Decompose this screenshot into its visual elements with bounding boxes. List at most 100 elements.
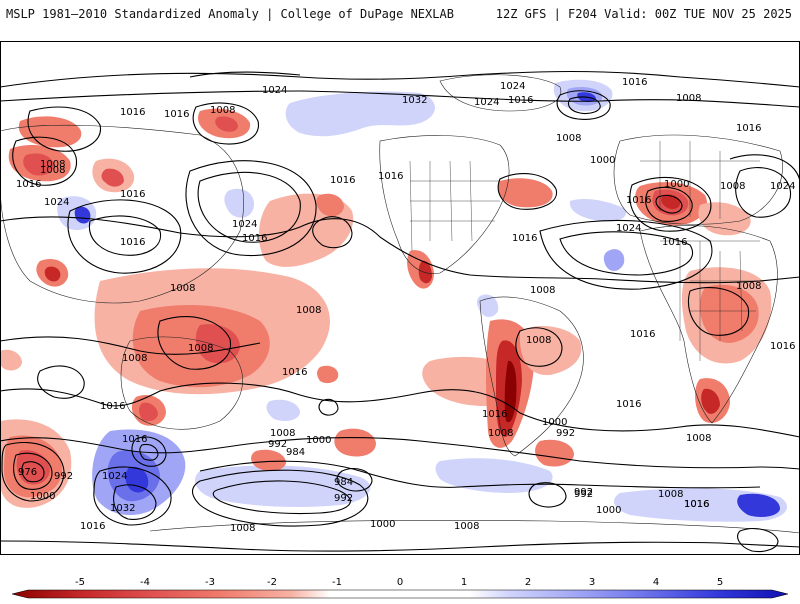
isobar-1016-npac-low <box>312 216 353 249</box>
contour-label: 1016 <box>164 109 189 120</box>
anomaly-pos-npac-2 <box>224 188 255 218</box>
anomaly-pos-n-pacific <box>285 91 435 137</box>
anomaly-neg-pac-small <box>317 365 339 384</box>
contour-label: 1016 <box>16 179 41 190</box>
contour-label: 1000 <box>590 155 615 166</box>
isobar-1016-asia-high <box>67 199 182 274</box>
contour-label: 1016 <box>622 77 647 88</box>
isobar-1016-azores <box>539 219 713 290</box>
contour-label: 1008 <box>686 433 711 444</box>
contour-label: 992 <box>574 487 593 498</box>
colorbar-tick: 4 <box>653 577 659 588</box>
anomaly-neg-mexico-core <box>418 260 432 284</box>
colorbar: -5 -4 -3 -2 -1 0 1 2 3 4 5 <box>0 558 800 600</box>
contour-label: 984 <box>334 477 353 488</box>
contour-label: 1008 <box>170 283 195 294</box>
contour-label: 1016 <box>482 409 507 420</box>
anomaly-neg-indian-ocean <box>0 349 22 371</box>
contour-label: 1016 <box>242 233 267 244</box>
contour-label: 992 <box>574 489 593 500</box>
isobar-1008-africa-low <box>687 287 750 336</box>
contour-label: 1024 <box>102 471 127 482</box>
anomaly-pos-s-pacific-3 <box>125 466 149 493</box>
contour-label: 1008 <box>526 335 551 346</box>
anomaly-neg-s-pacific-low-2 <box>251 449 286 471</box>
colorbar-ticks: -5 -4 -3 -2 -1 0 1 2 3 4 5 <box>75 577 723 588</box>
contour-label: 976 <box>18 467 37 478</box>
contour-label: 1008 <box>270 428 295 439</box>
colorbar-tick: 5 <box>717 577 723 588</box>
contour-label: 1008 <box>676 93 701 104</box>
contour-label: 1016 <box>616 399 641 410</box>
europe-borders <box>640 141 760 219</box>
isobar-1008-w-pacific <box>0 336 261 355</box>
contour-label: 1008 <box>40 159 65 170</box>
contour-label: 1016 <box>378 171 403 182</box>
isobars <box>0 70 800 553</box>
isobar-1008-arctic-low <box>27 106 101 152</box>
isobar-1000-europe-low <box>629 176 712 232</box>
contour-label: 1024 <box>44 197 69 208</box>
isobar-1016-e-europe <box>729 154 800 182</box>
contour-labels: 1024 1032 1024 1016 1024 1016 1008 1008 … <box>16 77 795 534</box>
anomaly-neg-brazil <box>519 326 582 376</box>
isobar-1008-indian-low <box>37 365 85 399</box>
anomaly-neg-andes-deep <box>504 360 517 423</box>
contour-label: 1016 <box>100 401 125 412</box>
australia-coast <box>120 336 243 430</box>
contour-label: 1016 <box>662 237 687 248</box>
contour-label: 984 <box>286 447 305 458</box>
isobar-1008-nasia-low <box>12 136 77 186</box>
isobar-1032-siberia-high <box>556 90 611 120</box>
isobar-1008-wpac-low <box>157 316 232 370</box>
isobar-992-europe-low <box>645 186 693 222</box>
isobar-992-s-pacific <box>191 469 369 527</box>
contour-label: 1000 <box>370 519 395 530</box>
contour-label: 1024 <box>616 223 641 234</box>
contour-label: 1024 <box>232 219 257 230</box>
isobar-1000-tasman-low <box>139 443 159 461</box>
anomaly-neg-europe-core <box>661 194 680 210</box>
contour-label: 1000 <box>542 417 567 428</box>
isobar-1016-pac-small <box>318 398 339 416</box>
antarctica-coast <box>149 520 800 534</box>
contour-label: 1016 <box>330 175 355 186</box>
isobar-1016-southern <box>0 382 800 438</box>
colorbar-tick: 2 <box>525 577 531 588</box>
contour-label: 1008 <box>736 281 761 292</box>
anomaly-neg-s-pacific-low <box>334 428 376 457</box>
anomaly-pos-n-atlantic <box>569 198 626 222</box>
contour-label: 1016 <box>630 329 655 340</box>
contour-label: 1016 <box>626 195 651 206</box>
contour-label: 1016 <box>282 367 307 378</box>
isobar-1024-e-europe-high <box>735 167 792 218</box>
contour-label: 1016 <box>684 499 709 510</box>
isobar-992-s-atlantic-low <box>528 482 567 508</box>
anomaly-pos-s-indian-core <box>737 493 780 517</box>
us-state-borders <box>409 160 500 252</box>
contour-label: 1008 <box>530 285 555 296</box>
contour-label: 1024 <box>770 181 795 192</box>
isobar-1008-antarctic <box>0 540 800 552</box>
colorbar-scale <box>11 589 789 599</box>
africa-coast <box>639 225 778 424</box>
colorbar-tick: -4 <box>140 577 150 588</box>
isobar-1008-southern <box>0 436 800 470</box>
contour-label: 1000 <box>306 435 331 446</box>
contour-label: 1016 <box>120 107 145 118</box>
contour-label: 1024 <box>500 81 525 92</box>
isobar-1000-southern <box>199 460 761 489</box>
anomaly-neg-n-pacific-core <box>316 193 344 217</box>
north-america-coast <box>379 135 510 274</box>
isobar-1016-npac-high <box>185 160 317 257</box>
contour-label: 1008 <box>188 343 213 354</box>
anomaly-neg-n-asia-core <box>23 153 54 176</box>
contour-label: 1008 <box>210 105 235 116</box>
contour-label: 1008 <box>658 489 683 500</box>
contour-label: 992 <box>268 439 287 450</box>
anomaly-neg-sw-pacific-core <box>16 450 50 485</box>
colorbar-tick: -3 <box>205 577 215 588</box>
colorbar-tick: -5 <box>75 577 85 588</box>
isobar-1024-north <box>0 70 800 88</box>
contour-label: 1016 <box>122 434 147 445</box>
